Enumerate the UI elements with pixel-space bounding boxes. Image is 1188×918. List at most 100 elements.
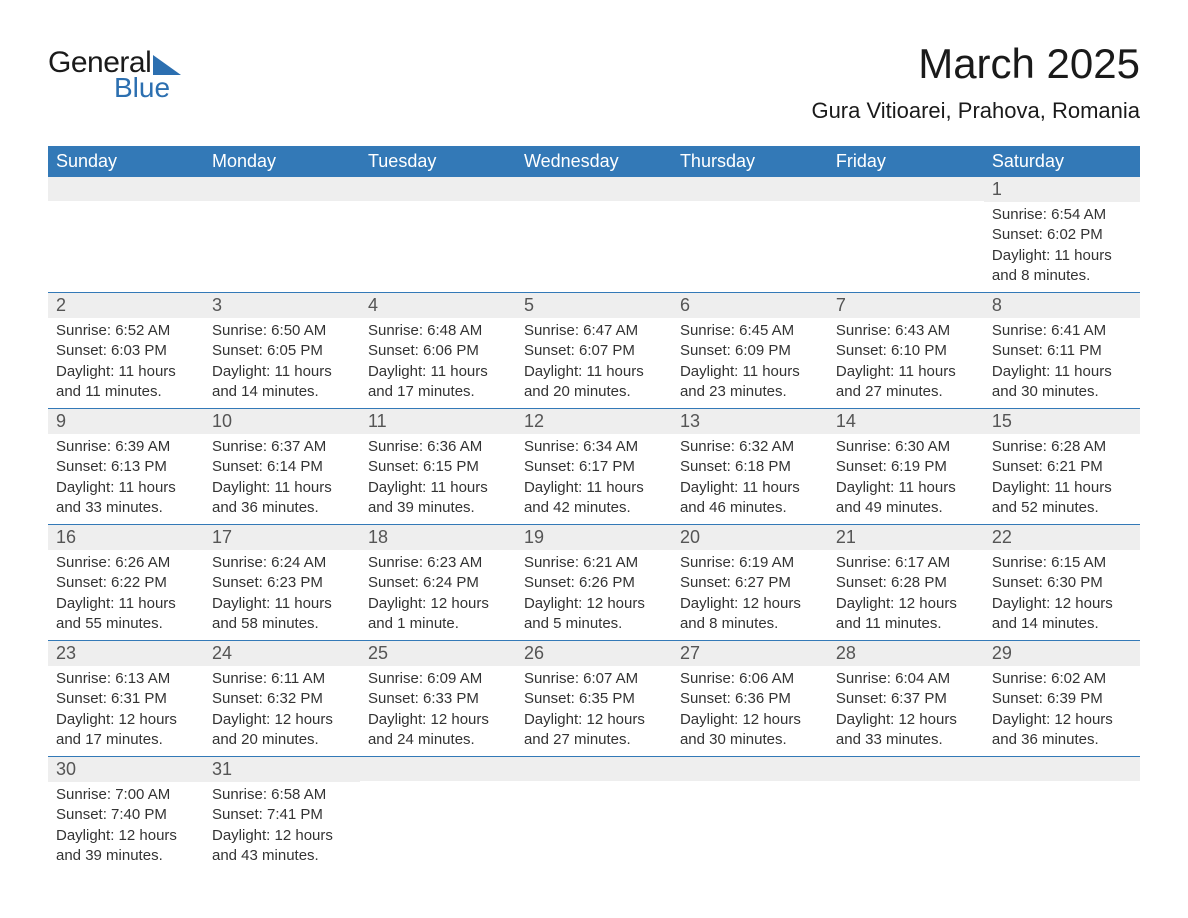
day-content: Sunrise: 6:54 AMSunset: 6:02 PMDaylight:…: [984, 202, 1140, 292]
title-block: March 2025 Gura Vitioarei, Prahova, Roma…: [811, 40, 1140, 124]
day-content-empty: [516, 201, 672, 291]
day-content: Sunrise: 6:41 AMSunset: 6:11 PMDaylight:…: [984, 318, 1140, 408]
calendar-day-cell: 5Sunrise: 6:47 AMSunset: 6:07 PMDaylight…: [516, 293, 672, 409]
day-number: 1: [984, 177, 1140, 202]
calendar-day-cell: [360, 177, 516, 293]
day-content: Sunrise: 6:52 AMSunset: 6:03 PMDaylight:…: [48, 318, 204, 408]
day-content: Sunrise: 6:17 AMSunset: 6:28 PMDaylight:…: [828, 550, 984, 640]
calendar-day-cell: 26Sunrise: 6:07 AMSunset: 6:35 PMDayligh…: [516, 641, 672, 757]
sunrise-text: Sunrise: 6:43 AM: [836, 321, 976, 341]
day-number: [516, 177, 672, 201]
daylight-text: Daylight: 11 hours and 11 minutes.: [56, 362, 196, 403]
day-content: Sunrise: 6:23 AMSunset: 6:24 PMDaylight:…: [360, 550, 516, 640]
weekday-header: Monday: [204, 146, 360, 177]
sunset-text: Sunset: 6:15 PM: [368, 457, 508, 477]
sunrise-text: Sunrise: 6:13 AM: [56, 669, 196, 689]
sunrise-text: Sunrise: 6:32 AM: [680, 437, 820, 457]
sunrise-text: Sunrise: 6:04 AM: [836, 669, 976, 689]
day-number: 6: [672, 293, 828, 318]
sunrise-text: Sunrise: 6:23 AM: [368, 553, 508, 573]
day-number: 14: [828, 409, 984, 434]
daylight-text: Daylight: 12 hours and 43 minutes.: [212, 826, 352, 867]
daylight-text: Daylight: 11 hours and 55 minutes.: [56, 594, 196, 635]
day-number: 19: [516, 525, 672, 550]
calendar-day-cell: 13Sunrise: 6:32 AMSunset: 6:18 PMDayligh…: [672, 409, 828, 525]
sunset-text: Sunset: 6:17 PM: [524, 457, 664, 477]
calendar-day-cell: 16Sunrise: 6:26 AMSunset: 6:22 PMDayligh…: [48, 525, 204, 641]
day-number: 31: [204, 757, 360, 782]
day-content: Sunrise: 6:26 AMSunset: 6:22 PMDaylight:…: [48, 550, 204, 640]
daylight-text: Daylight: 12 hours and 14 minutes.: [992, 594, 1132, 635]
day-number: [828, 757, 984, 781]
sunset-text: Sunset: 6:07 PM: [524, 341, 664, 361]
sunrise-text: Sunrise: 6:06 AM: [680, 669, 820, 689]
sunset-text: Sunset: 6:14 PM: [212, 457, 352, 477]
sunset-text: Sunset: 6:24 PM: [368, 573, 508, 593]
calendar-day-cell: 27Sunrise: 6:06 AMSunset: 6:36 PMDayligh…: [672, 641, 828, 757]
weekday-row: Sunday Monday Tuesday Wednesday Thursday…: [48, 146, 1140, 177]
calendar-day-cell: 9Sunrise: 6:39 AMSunset: 6:13 PMDaylight…: [48, 409, 204, 525]
day-number: 18: [360, 525, 516, 550]
day-content: Sunrise: 6:37 AMSunset: 6:14 PMDaylight:…: [204, 434, 360, 524]
weekday-header: Friday: [828, 146, 984, 177]
day-content: Sunrise: 6:50 AMSunset: 6:05 PMDaylight:…: [204, 318, 360, 408]
calendar-day-cell: [48, 177, 204, 293]
day-number: 27: [672, 641, 828, 666]
day-number: 23: [48, 641, 204, 666]
calendar-day-cell: [672, 177, 828, 293]
calendar-day-cell: 21Sunrise: 6:17 AMSunset: 6:28 PMDayligh…: [828, 525, 984, 641]
sunrise-text: Sunrise: 6:47 AM: [524, 321, 664, 341]
day-content: Sunrise: 6:07 AMSunset: 6:35 PMDaylight:…: [516, 666, 672, 756]
day-content: Sunrise: 6:47 AMSunset: 6:07 PMDaylight:…: [516, 318, 672, 408]
day-number: [672, 177, 828, 201]
day-number: 8: [984, 293, 1140, 318]
daylight-text: Daylight: 11 hours and 14 minutes.: [212, 362, 352, 403]
daylight-text: Daylight: 11 hours and 20 minutes.: [524, 362, 664, 403]
daylight-text: Daylight: 12 hours and 5 minutes.: [524, 594, 664, 635]
day-number: 11: [360, 409, 516, 434]
weekday-header: Wednesday: [516, 146, 672, 177]
sunrise-text: Sunrise: 6:15 AM: [992, 553, 1132, 573]
calendar-week-row: 23Sunrise: 6:13 AMSunset: 6:31 PMDayligh…: [48, 641, 1140, 757]
calendar-day-cell: 23Sunrise: 6:13 AMSunset: 6:31 PMDayligh…: [48, 641, 204, 757]
calendar-day-cell: 8Sunrise: 6:41 AMSunset: 6:11 PMDaylight…: [984, 293, 1140, 409]
day-number: 2: [48, 293, 204, 318]
sunset-text: Sunset: 6:21 PM: [992, 457, 1132, 477]
sunrise-text: Sunrise: 6:39 AM: [56, 437, 196, 457]
sunset-text: Sunset: 6:10 PM: [836, 341, 976, 361]
daylight-text: Daylight: 11 hours and 27 minutes.: [836, 362, 976, 403]
logo-text-blue: Blue: [114, 72, 170, 104]
day-number: [360, 757, 516, 781]
calendar-day-cell: 31Sunrise: 6:58 AMSunset: 7:41 PMDayligh…: [204, 757, 360, 873]
day-number: 13: [672, 409, 828, 434]
daylight-text: Daylight: 11 hours and 17 minutes.: [368, 362, 508, 403]
sunrise-text: Sunrise: 6:09 AM: [368, 669, 508, 689]
calendar-day-cell: 6Sunrise: 6:45 AMSunset: 6:09 PMDaylight…: [672, 293, 828, 409]
sunrise-text: Sunrise: 6:34 AM: [524, 437, 664, 457]
day-content-empty: [672, 201, 828, 291]
day-number: [828, 177, 984, 201]
calendar-day-cell: 4Sunrise: 6:48 AMSunset: 6:06 PMDaylight…: [360, 293, 516, 409]
calendar-day-cell: 30Sunrise: 7:00 AMSunset: 7:40 PMDayligh…: [48, 757, 204, 873]
daylight-text: Daylight: 11 hours and 39 minutes.: [368, 478, 508, 519]
sunset-text: Sunset: 6:05 PM: [212, 341, 352, 361]
sunset-text: Sunset: 6:06 PM: [368, 341, 508, 361]
calendar-day-cell: [516, 177, 672, 293]
calendar-day-cell: 22Sunrise: 6:15 AMSunset: 6:30 PMDayligh…: [984, 525, 1140, 641]
daylight-text: Daylight: 11 hours and 58 minutes.: [212, 594, 352, 635]
sunrise-text: Sunrise: 6:58 AM: [212, 785, 352, 805]
daylight-text: Daylight: 12 hours and 1 minute.: [368, 594, 508, 635]
day-number: 3: [204, 293, 360, 318]
day-content: Sunrise: 6:15 AMSunset: 6:30 PMDaylight:…: [984, 550, 1140, 640]
day-number: 4: [360, 293, 516, 318]
daylight-text: Daylight: 12 hours and 36 minutes.: [992, 710, 1132, 751]
calendar-day-cell: 25Sunrise: 6:09 AMSunset: 6:33 PMDayligh…: [360, 641, 516, 757]
calendar-day-cell: [828, 177, 984, 293]
sunset-text: Sunset: 6:02 PM: [992, 225, 1132, 245]
daylight-text: Daylight: 11 hours and 36 minutes.: [212, 478, 352, 519]
calendar-day-cell: [516, 757, 672, 873]
weekday-header: Sunday: [48, 146, 204, 177]
sunset-text: Sunset: 6:19 PM: [836, 457, 976, 477]
sunrise-text: Sunrise: 6:07 AM: [524, 669, 664, 689]
day-content: Sunrise: 6:06 AMSunset: 6:36 PMDaylight:…: [672, 666, 828, 756]
